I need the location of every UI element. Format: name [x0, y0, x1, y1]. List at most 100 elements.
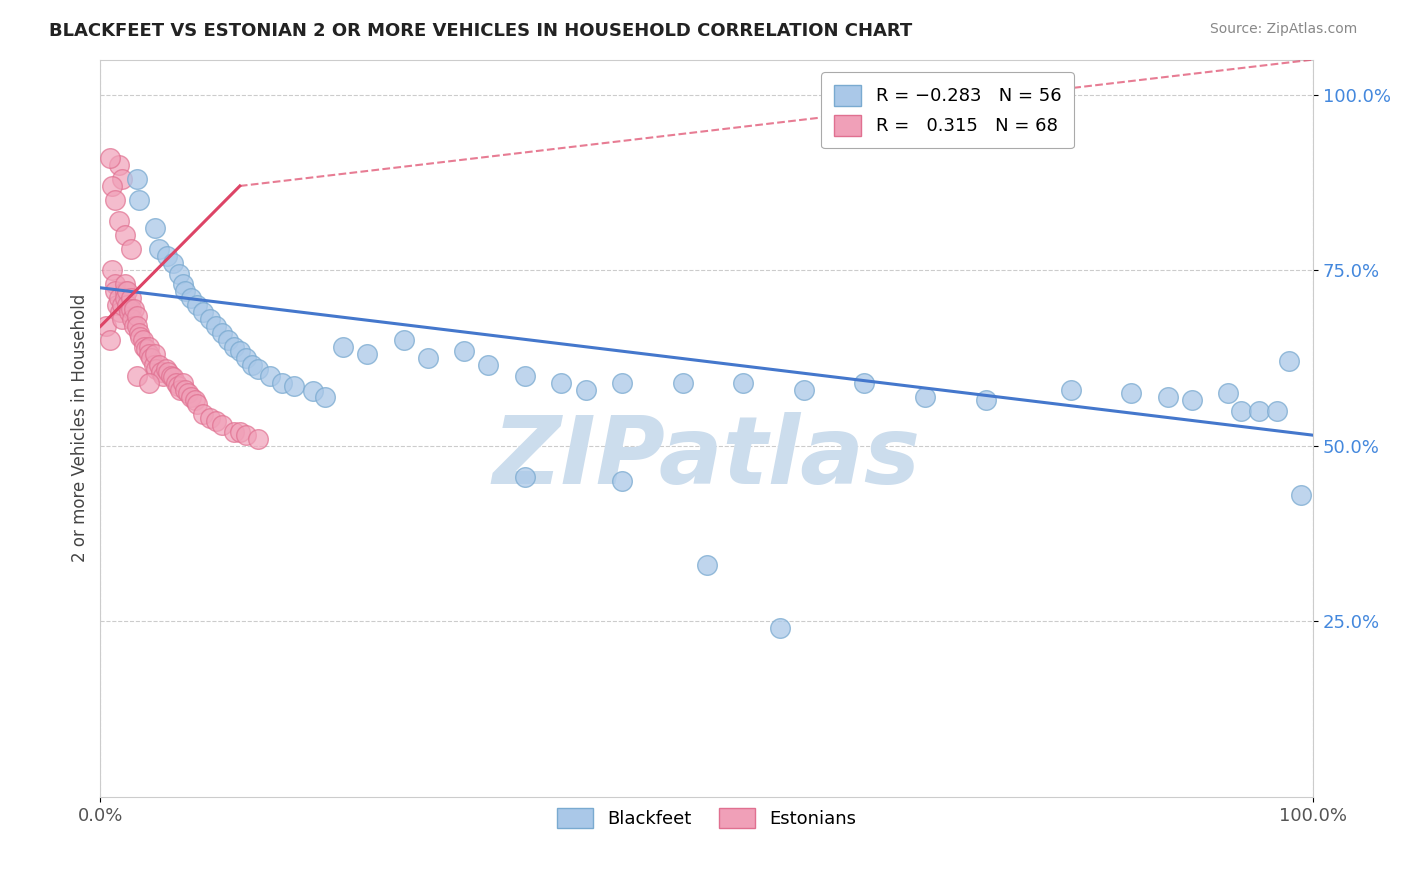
Point [138, 376, 160, 390]
Point [222, 341, 245, 355]
Point [115, 285, 138, 299]
Point [167, 267, 190, 281]
Point [416, 351, 439, 365]
Point [247, 432, 270, 446]
Point [1181, 393, 1204, 408]
Point [105, 298, 128, 312]
Point [1157, 390, 1180, 404]
Point [141, 351, 163, 365]
Point [229, 343, 252, 358]
Point [392, 334, 415, 348]
Point [259, 368, 281, 383]
Point [108, 305, 131, 319]
Point [152, 368, 174, 383]
Point [211, 417, 233, 432]
Point [235, 428, 257, 442]
Point [121, 312, 143, 326]
Point [793, 383, 815, 397]
Point [550, 376, 572, 390]
Point [125, 368, 148, 383]
Point [148, 242, 170, 256]
Point [120, 291, 142, 305]
Point [138, 347, 160, 361]
Point [96, 319, 118, 334]
Point [159, 368, 181, 383]
Point [1289, 488, 1312, 502]
Point [124, 301, 146, 316]
Point [172, 376, 194, 390]
Point [271, 376, 294, 390]
Legend: Blackfeet, Estonians: Blackfeet, Estonians [550, 800, 863, 836]
Point [148, 358, 170, 372]
Point [1229, 403, 1251, 417]
Y-axis label: 2 or more Vehicles in Household: 2 or more Vehicles in Household [72, 294, 89, 562]
Point [513, 368, 536, 383]
Point [138, 341, 160, 355]
Point [198, 410, 221, 425]
Point [156, 249, 179, 263]
Point [101, 263, 124, 277]
Point [180, 390, 202, 404]
Point [111, 312, 134, 326]
Point [104, 285, 127, 299]
Point [1265, 403, 1288, 417]
Point [125, 319, 148, 334]
Point [301, 384, 323, 398]
Point [167, 379, 190, 393]
Point [114, 291, 136, 305]
Point [135, 342, 157, 356]
Point [155, 361, 177, 376]
Point [184, 393, 207, 408]
Point [193, 407, 215, 421]
Point [125, 172, 148, 186]
Point [165, 376, 187, 390]
Point [453, 343, 475, 358]
Point [1218, 386, 1240, 401]
Point [124, 319, 146, 334]
Point [132, 334, 155, 348]
Point [314, 390, 336, 404]
Point [229, 425, 252, 439]
Point [143, 347, 166, 361]
Text: ZIPatlas: ZIPatlas [492, 412, 921, 504]
Point [162, 370, 184, 384]
Point [157, 365, 180, 379]
Point [235, 351, 257, 365]
Point [107, 158, 129, 172]
Point [132, 341, 155, 355]
Point [120, 301, 142, 316]
Point [180, 291, 202, 305]
Point [111, 298, 134, 312]
Point [120, 242, 142, 256]
Point [172, 277, 194, 292]
Point [1121, 386, 1143, 401]
Point [332, 341, 354, 355]
Point [129, 330, 152, 344]
Point [1060, 383, 1083, 397]
Point [101, 178, 124, 193]
Point [610, 474, 633, 488]
Point [671, 376, 693, 390]
Point [162, 256, 184, 270]
Point [125, 309, 148, 323]
Point [114, 228, 136, 243]
Point [98, 151, 121, 165]
Point [142, 358, 165, 372]
Point [115, 298, 138, 312]
Point [1247, 403, 1270, 417]
Point [114, 285, 136, 299]
Point [104, 277, 127, 292]
Point [174, 383, 197, 397]
Point [696, 558, 718, 573]
Point [169, 383, 191, 397]
Point [914, 390, 936, 404]
Text: BLACKFEET VS ESTONIAN 2 OR MORE VEHICLES IN HOUSEHOLD CORRELATION CHART: BLACKFEET VS ESTONIAN 2 OR MORE VEHICLES… [49, 22, 912, 40]
Point [118, 305, 141, 319]
Point [733, 376, 755, 390]
Point [283, 379, 305, 393]
Point [247, 361, 270, 376]
Point [222, 425, 245, 439]
Point [186, 298, 208, 312]
Point [186, 396, 208, 410]
Point [477, 358, 499, 372]
